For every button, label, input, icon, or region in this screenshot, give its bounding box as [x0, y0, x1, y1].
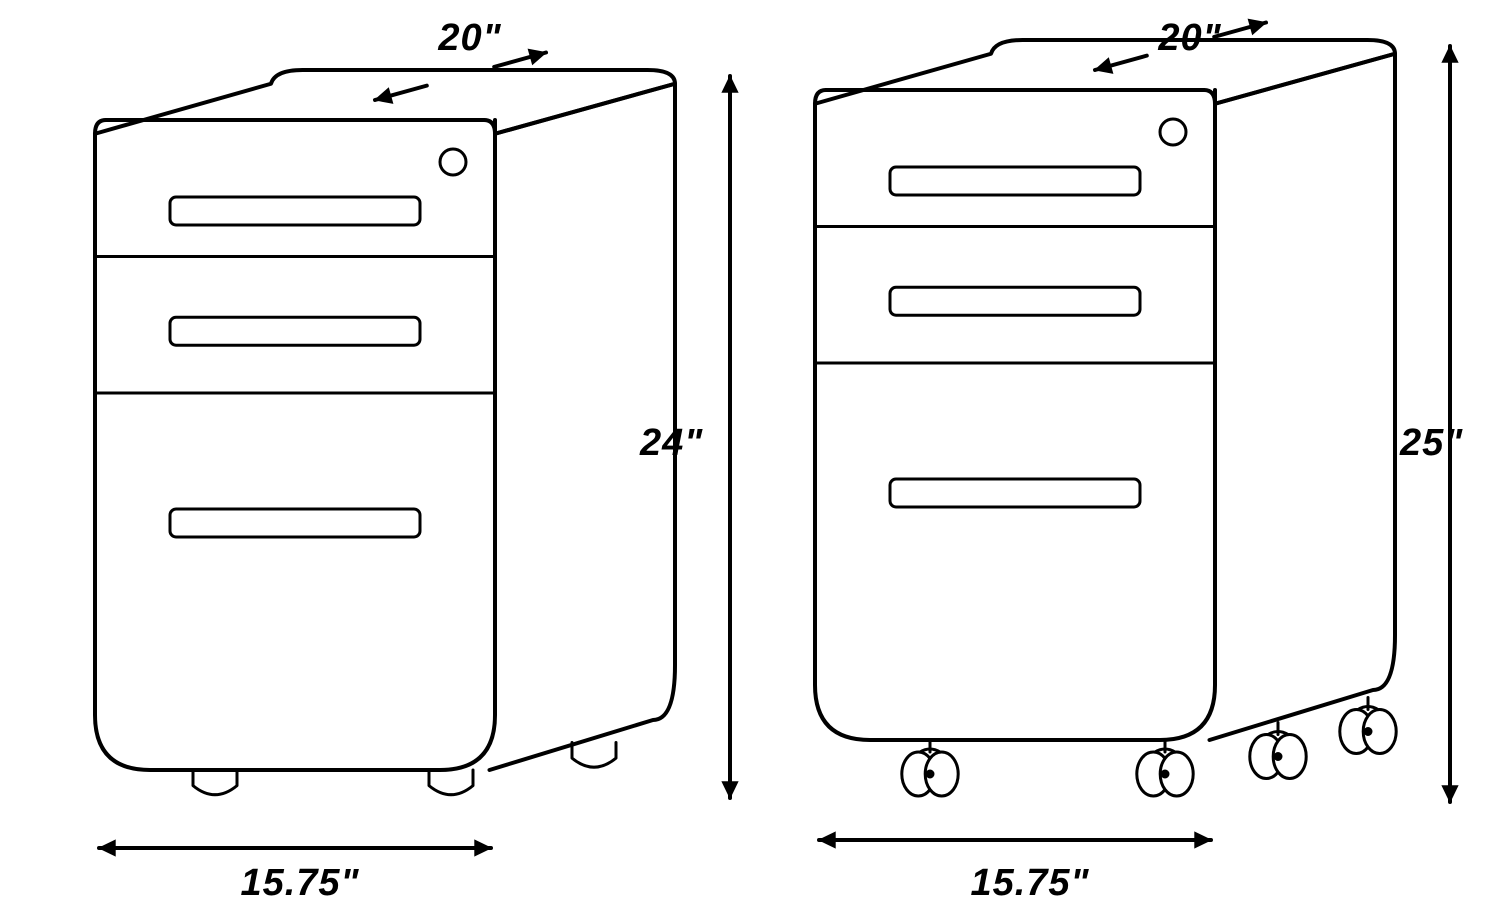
width-label: 15.75": [970, 862, 1089, 904]
height-label: 25": [1399, 422, 1463, 464]
width-label: 15.75": [240, 862, 359, 904]
cabinet-casters: [815, 40, 1396, 796]
height-label: 24": [639, 422, 703, 464]
depth-label: 20": [437, 17, 501, 59]
dimension-diagram: 20" 24" 15.75" 20" 25" 15.75": [0, 0, 1500, 906]
cabinet-feet: [95, 70, 675, 795]
depth-label: 20": [1157, 17, 1221, 59]
